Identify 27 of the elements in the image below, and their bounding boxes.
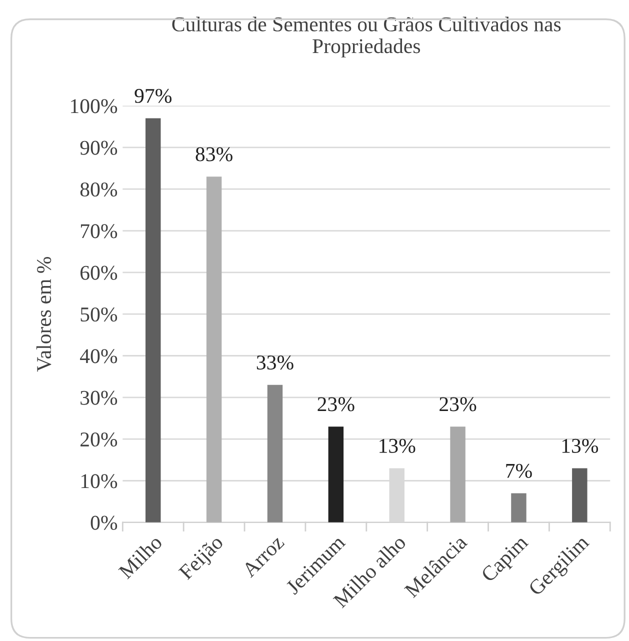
data-label: 33% — [256, 356, 294, 370]
y-tick-label: 20% — [80, 432, 118, 447]
y-tick-label: 30% — [80, 390, 118, 405]
bar — [328, 426, 344, 522]
bar — [511, 493, 526, 522]
bar — [146, 118, 161, 522]
y-tick-label: 70% — [80, 224, 118, 238]
y-tick-label: 0% — [90, 516, 118, 530]
data-label: 83% — [196, 147, 232, 162]
data-label: 97% — [134, 88, 172, 103]
data-label: 23% — [440, 397, 476, 412]
y-tick-label: 80% — [80, 182, 118, 197]
bar — [206, 176, 222, 522]
y-tick-label: 60% — [80, 266, 118, 280]
bar — [450, 426, 466, 522]
y-axis-title: Valores em % — [36, 256, 52, 372]
y-tick-label: 10% — [81, 474, 118, 488]
data-label: 13% — [380, 438, 416, 453]
data-label: 23% — [318, 397, 354, 412]
y-tick-label: 90% — [80, 140, 118, 155]
data-label: 7% — [506, 464, 532, 478]
bar — [572, 468, 588, 522]
y-tick-label: 50% — [80, 307, 118, 322]
data-label: 13% — [562, 438, 598, 453]
y-tick-label: 40% — [80, 349, 118, 364]
y-tick-label: 100% — [71, 99, 118, 114]
bar — [267, 384, 283, 522]
